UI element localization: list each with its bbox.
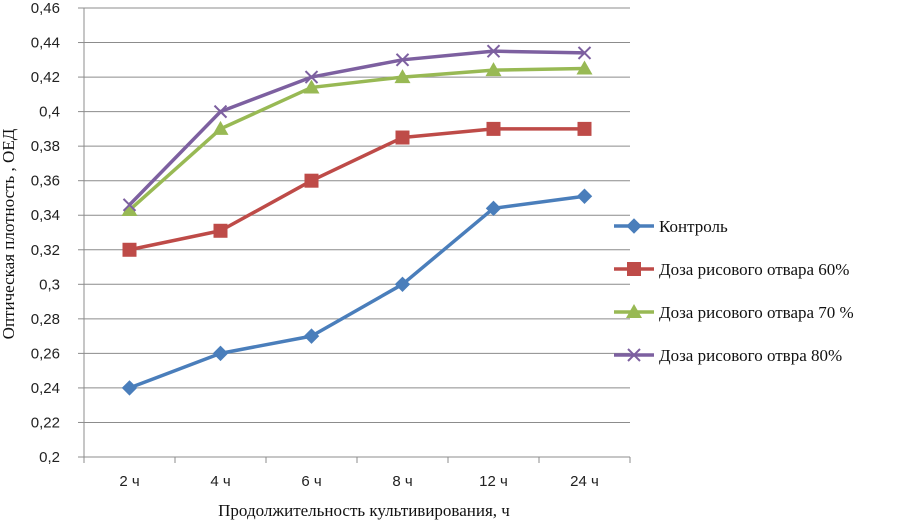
data-point bbox=[212, 345, 229, 362]
y-tick-label: 0,4 bbox=[39, 104, 60, 121]
y-tick-labels: 0,2 0,22 0,24 0,26 0,28 0,3 0,32 0,34 0,36 0,38 0,… bbox=[31, 0, 60, 466]
series-3 bbox=[121, 60, 593, 217]
series-line bbox=[129, 127, 585, 252]
y-tick-label: 0,2 bbox=[39, 449, 60, 466]
marker-stroke bbox=[395, 53, 410, 67]
data-series bbox=[121, 44, 593, 396]
series-4 bbox=[122, 44, 592, 212]
data-point bbox=[122, 198, 137, 212]
data-point bbox=[122, 242, 137, 257]
y-tick-label: 0,26 bbox=[31, 345, 60, 362]
data-point bbox=[576, 60, 593, 75]
data-point bbox=[303, 328, 320, 344]
marker-stroke bbox=[577, 46, 592, 60]
marker-stroke bbox=[304, 70, 319, 84]
legend-label: Доза рисового отвра 80% bbox=[659, 346, 842, 365]
legend-item: Доза рисового отвара 70 % bbox=[614, 303, 854, 322]
x-tick-labels: 2 ч 4 ч 6 ч 8 ч 12 ч 24 ч bbox=[119, 473, 599, 490]
legend-label: Контроль bbox=[659, 217, 728, 236]
x-tick-label: 2 ч bbox=[119, 473, 139, 490]
legend-label: Доза рисового отвара 60% bbox=[659, 260, 849, 279]
marker-stroke bbox=[627, 348, 641, 362]
x-tick-label: 8 ч bbox=[392, 473, 412, 490]
data-point bbox=[395, 130, 410, 145]
legend: Контроль Доза рисового отвара 60% Доза рис… bbox=[614, 217, 854, 365]
data-point bbox=[121, 202, 138, 217]
gridlines bbox=[84, 7, 630, 423]
data-point bbox=[577, 121, 592, 136]
y-tick-label: 0,22 bbox=[31, 414, 60, 431]
data-point bbox=[486, 44, 501, 58]
legend-item: Доза рисового отвара 60% bbox=[614, 260, 849, 279]
y-tick-label: 0,3 bbox=[39, 276, 60, 293]
data-point bbox=[395, 53, 410, 67]
data-point bbox=[121, 380, 138, 396]
y-tick-label: 0,24 bbox=[31, 380, 60, 397]
data-point bbox=[304, 173, 319, 188]
data-point bbox=[394, 69, 411, 84]
series-line bbox=[128, 66, 585, 212]
marker-stroke bbox=[122, 198, 137, 212]
data-point bbox=[213, 223, 228, 238]
data-point bbox=[486, 121, 501, 136]
data-point bbox=[394, 276, 411, 293]
data-point bbox=[303, 79, 320, 94]
legend-marker bbox=[627, 262, 641, 276]
series-line bbox=[128, 49, 585, 207]
y-tick-label: 0,42 bbox=[31, 69, 60, 86]
data-point bbox=[576, 188, 593, 204]
series-line bbox=[128, 194, 585, 390]
legend-item: Контроль bbox=[614, 217, 728, 236]
data-point bbox=[485, 200, 502, 217]
x-tick-label: 24 ч bbox=[570, 473, 599, 490]
series-1 bbox=[121, 188, 593, 396]
x-tick-label: 6 ч bbox=[301, 473, 321, 490]
data-point bbox=[212, 120, 229, 135]
series-2 bbox=[122, 121, 592, 257]
data-point bbox=[485, 62, 502, 77]
axes bbox=[78, 7, 631, 463]
legend-marker bbox=[627, 348, 641, 362]
y-tick-label: 0,28 bbox=[31, 311, 60, 328]
x-tick-label: 4 ч bbox=[210, 473, 230, 490]
x-axis-title: Продолжительность культивирования, ч bbox=[218, 501, 510, 520]
data-point bbox=[213, 104, 228, 119]
legend-item: Доза рисового отвра 80% bbox=[614, 346, 842, 365]
y-tick-label: 0,46 bbox=[31, 0, 60, 17]
marker-stroke bbox=[213, 104, 228, 119]
y-tick-label: 0,38 bbox=[31, 138, 60, 155]
y-tick-label: 0,32 bbox=[31, 242, 60, 259]
legend-marker bbox=[626, 304, 642, 318]
y-tick-label: 0,36 bbox=[31, 173, 60, 190]
y-tick-label: 0,34 bbox=[31, 207, 60, 224]
data-point bbox=[577, 46, 592, 60]
marker-stroke bbox=[486, 44, 501, 58]
data-point bbox=[304, 70, 319, 84]
x-tick-label: 12 ч bbox=[479, 473, 508, 490]
y-tick-label: 0,44 bbox=[31, 35, 60, 52]
y-axis-title: Оптическая плотность , ОЕД bbox=[0, 128, 18, 339]
legend-marker bbox=[626, 218, 642, 234]
legend-label: Доза рисового отвара 70 % bbox=[659, 303, 854, 322]
